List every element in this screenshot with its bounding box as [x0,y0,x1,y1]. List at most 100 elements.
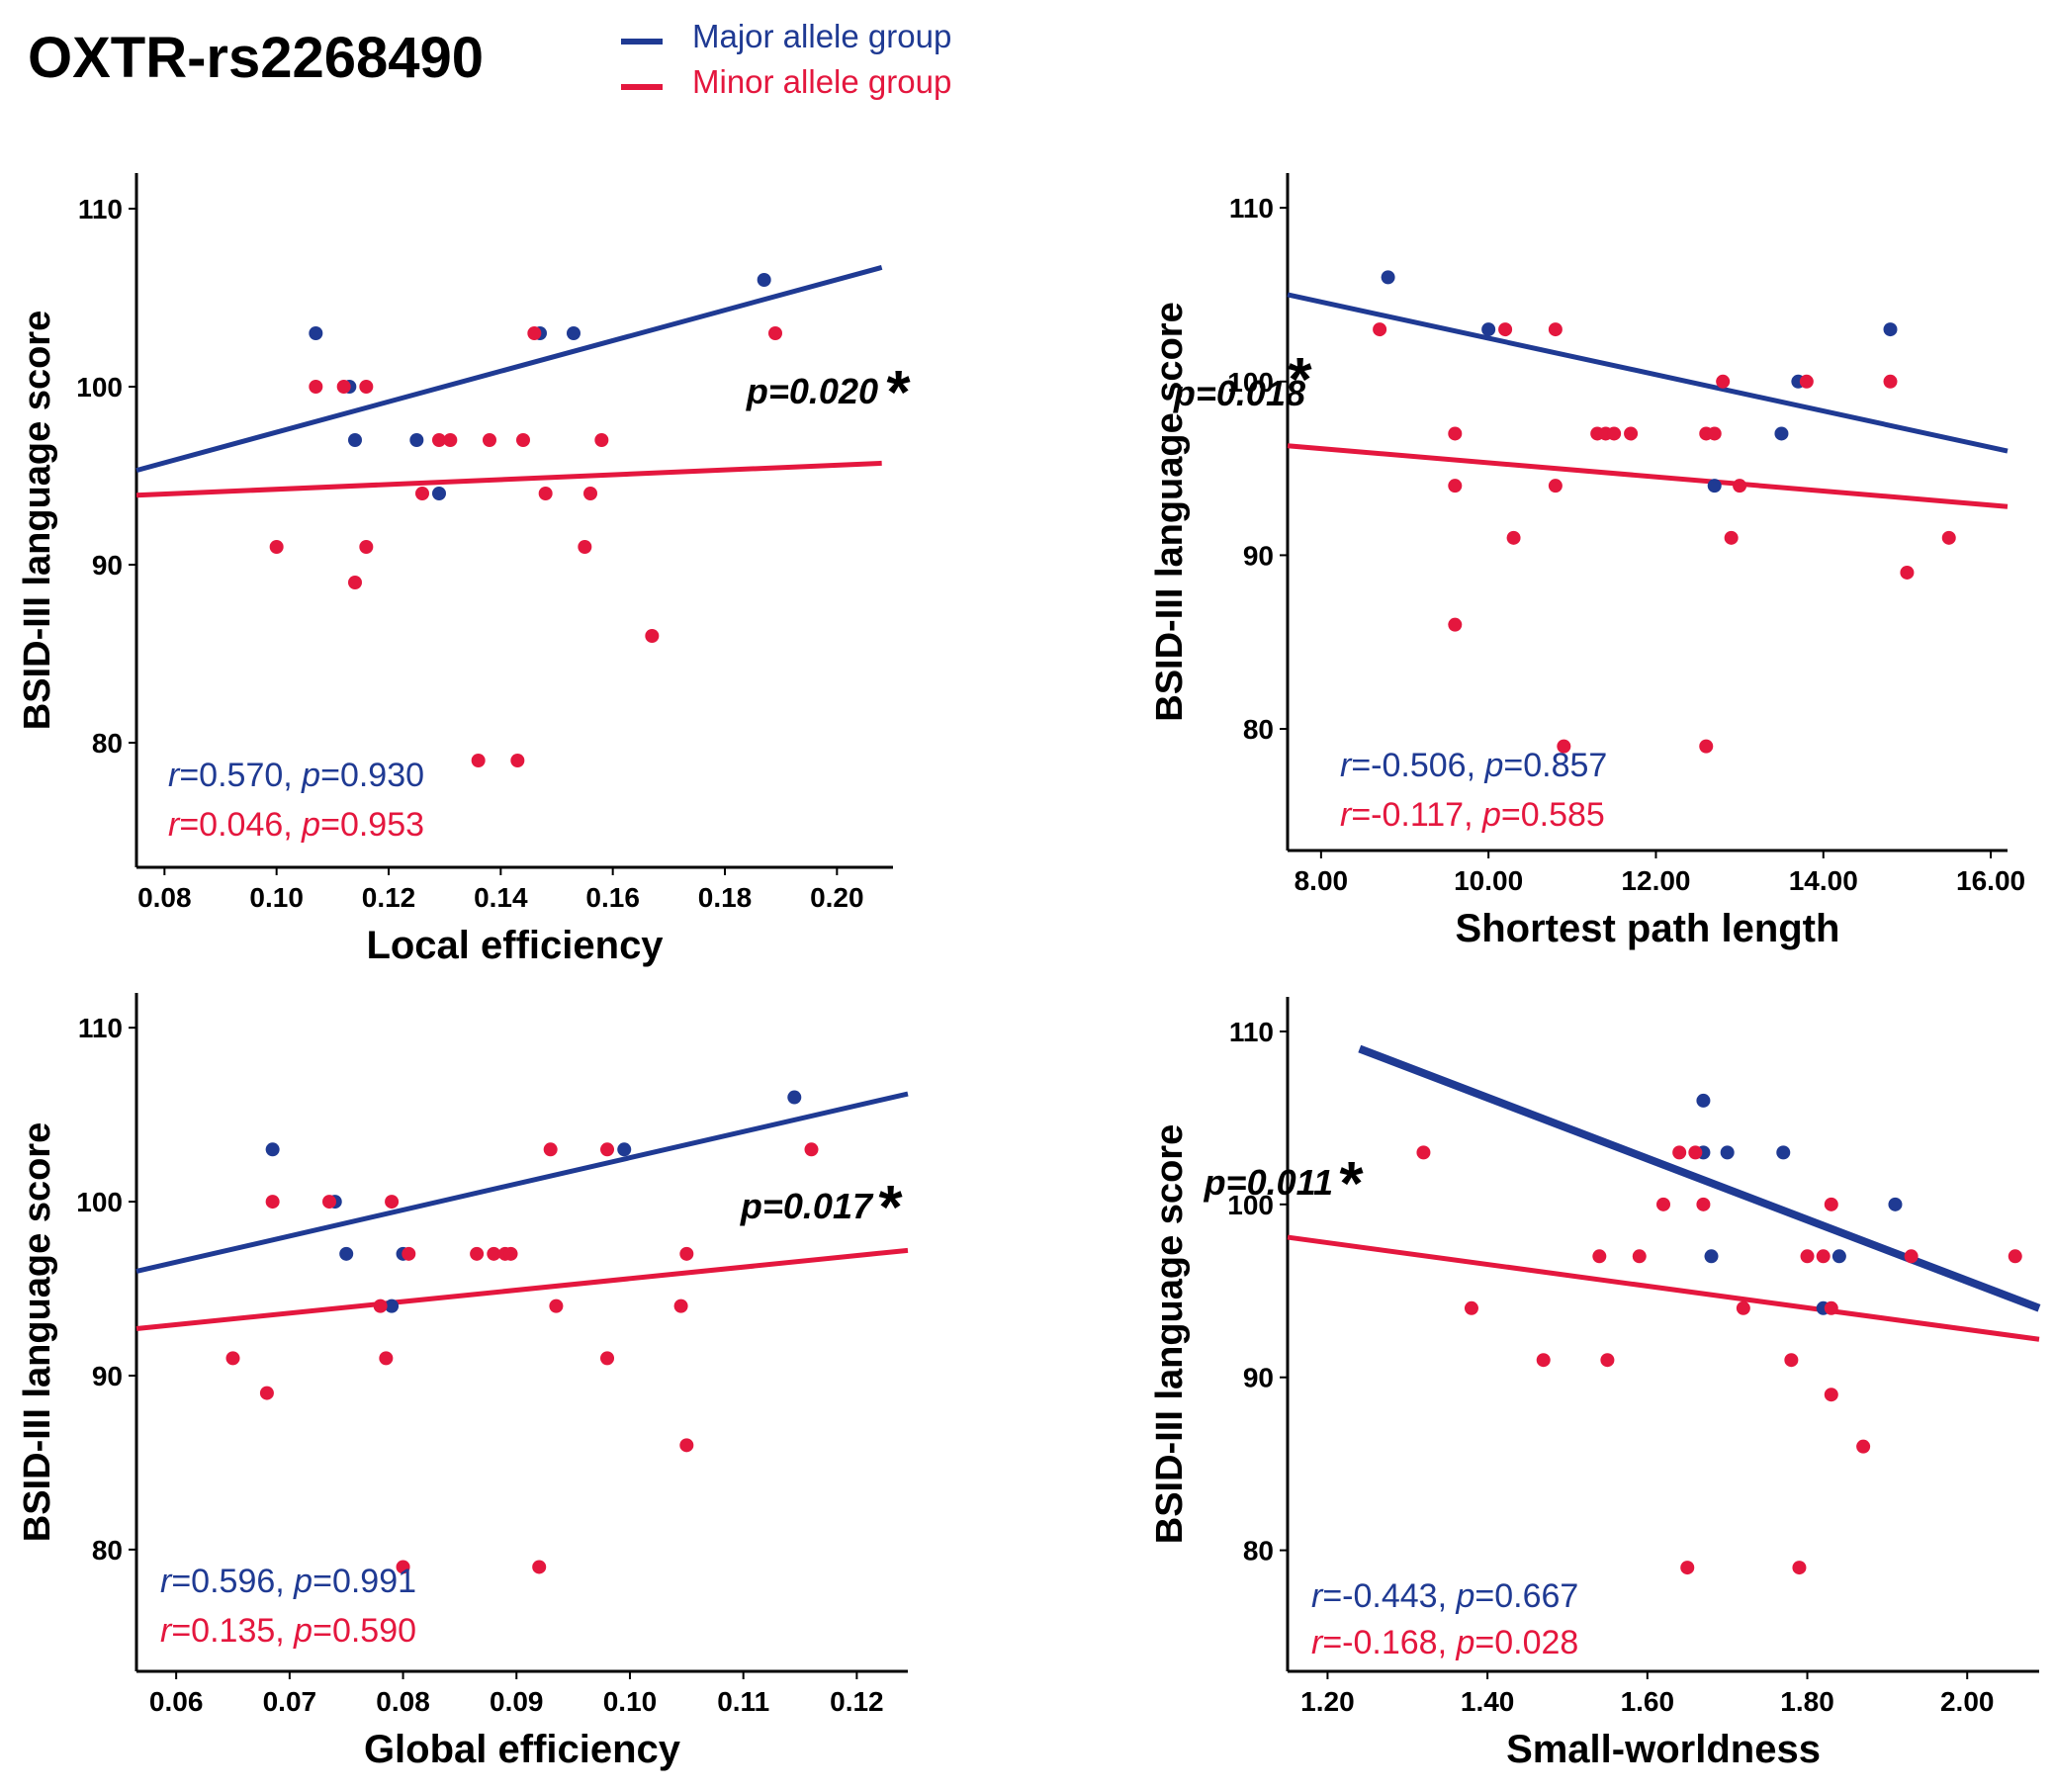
minor-data-point [503,1246,518,1261]
significance-star: * [1337,1150,1364,1218]
x-tick-label: 2.00 [1940,1686,1995,1717]
p-value-annotation: p=0.020 [746,371,878,411]
y-tick-label: 100 [1227,1190,1274,1220]
minor-data-point [1816,1249,1831,1264]
minor-data-point [673,1299,688,1313]
minor-data-point [483,433,496,447]
significance-star: * [876,1174,903,1242]
major-data-point [1481,322,1496,337]
minor-fit-line [1287,443,2009,509]
y-tick-label: 110 [1229,193,1274,224]
minor-data-point [1680,1561,1695,1575]
minor-data-point [1736,1300,1750,1315]
panel-global-efficiency: 80 90 100 110 0.06 0.07 0.08 0.09 0.10 0.11 0.12 Gl… [17,993,909,1771]
x-tick-label: 0.18 [698,882,753,913]
major-data-point [567,326,580,340]
minor-data-point [443,433,458,447]
minor-data-point [336,380,351,394]
major-stats-text: r=0.570, p=0.930 [168,757,424,794]
minor-data-point [527,326,542,340]
minor-data-point [600,1142,615,1157]
minor-data-point [1824,1197,1838,1211]
y-tick-label: 100 [76,1187,123,1217]
minor-data-point [1448,617,1463,632]
x-tick-label: 1.80 [1780,1686,1834,1717]
minor-data-point [1824,1300,1838,1315]
major-data-point [1883,322,1898,337]
major-data-point [265,1142,280,1157]
x-tick-label: 14.00 [1789,865,1858,896]
major-data-point [1696,1093,1711,1108]
x-tick-label: 0.07 [263,1686,317,1717]
minor-data-point [396,1560,410,1574]
major-fit-line [1358,1044,2041,1312]
x-tick-label: 0.06 [149,1686,204,1717]
major-stats-text: r=-0.443, p=0.667 [1311,1577,1578,1615]
major-data-point [1381,270,1395,285]
minor-fit-line [1287,1234,2040,1342]
minor-data-point [1548,322,1563,337]
minor-data-point [1373,322,1387,337]
minor-data-point [1941,530,1956,545]
legend: Major allele group Minor allele group [621,18,951,100]
minor-data-point [1883,374,1898,389]
x-tick-label: 0.08 [137,882,192,913]
minor-data-point [225,1351,240,1366]
minor-data-point [385,1195,400,1210]
minor-data-point [516,433,530,447]
minor-data-point [594,433,609,447]
minor-data-point [1557,739,1571,754]
panel-local-efficiency: 80 90 100 110 0.08 0.10 0.12 0.14 0.16 0.18 0.20 Lo… [17,173,911,967]
major-data-point [617,1142,632,1157]
panel-shortest-path-length: 80 90 100 110 8.00 10.00 12.00 14.00 16.00 Shorte… [1149,173,2025,950]
y-axis-label: BSID-III language score [17,311,58,730]
x-tick-label: 0.20 [810,882,864,913]
legend-major-label: Major allele group [692,18,951,54]
significance-star: * [1286,346,1312,414]
y-tick-label: 90 [92,550,123,581]
minor-data-point [600,1351,615,1366]
y-tick-label: 80 [1243,1536,1274,1567]
figure-title: OXTR-rs2268490 [28,26,484,90]
minor-data-point [1900,565,1915,580]
minor-data-point [1498,322,1513,337]
y-tick-label: 110 [78,194,123,224]
major-stats-text: r=-0.506, p=0.857 [1340,747,1607,784]
minor-data-point [1624,426,1639,441]
minor-data-point [1607,426,1622,441]
major-data-point [757,273,771,287]
minor-data-point [2008,1249,2022,1264]
major-data-point [1776,1145,1791,1160]
major-fit-line [1287,292,2009,454]
minor-data-point [1733,479,1747,493]
major-data-point [1704,1249,1719,1264]
x-axis-label: Shortest path length [1456,907,1840,950]
minor-data-point [1464,1300,1478,1315]
major-data-point [1707,479,1722,493]
p-value-annotation: p=0.017 [740,1186,874,1226]
minor-data-point [583,487,597,500]
minor-data-point [432,433,446,447]
x-tick-label: 0.12 [830,1686,884,1717]
minor-data-point [269,540,284,554]
minor-data-point [1448,479,1463,493]
minor-data-point [679,1438,694,1453]
x-tick-label: 0.08 [376,1686,430,1717]
major-data-point [787,1090,802,1105]
minor-stats-text: r=-0.168, p=0.028 [1311,1624,1578,1661]
y-tick-label: 80 [92,728,123,759]
major-data-point [339,1246,354,1261]
minor-data-point [1416,1145,1431,1160]
x-axis-label: Local efficiency [366,924,664,967]
major-data-point [385,1299,400,1313]
minor-data-point [1600,1353,1615,1368]
y-tick-label: 110 [1229,1017,1274,1047]
minor-data-point [804,1142,819,1157]
y-axis-label: BSID-III language score [1149,302,1191,721]
minor-data-point [510,754,525,767]
major-data-point [309,326,323,340]
major-data-point [348,433,362,447]
minor-stats-text: r=0.135, p=0.590 [160,1612,416,1650]
minor-data-point [379,1351,394,1366]
x-tick-label: 12.00 [1621,865,1690,896]
